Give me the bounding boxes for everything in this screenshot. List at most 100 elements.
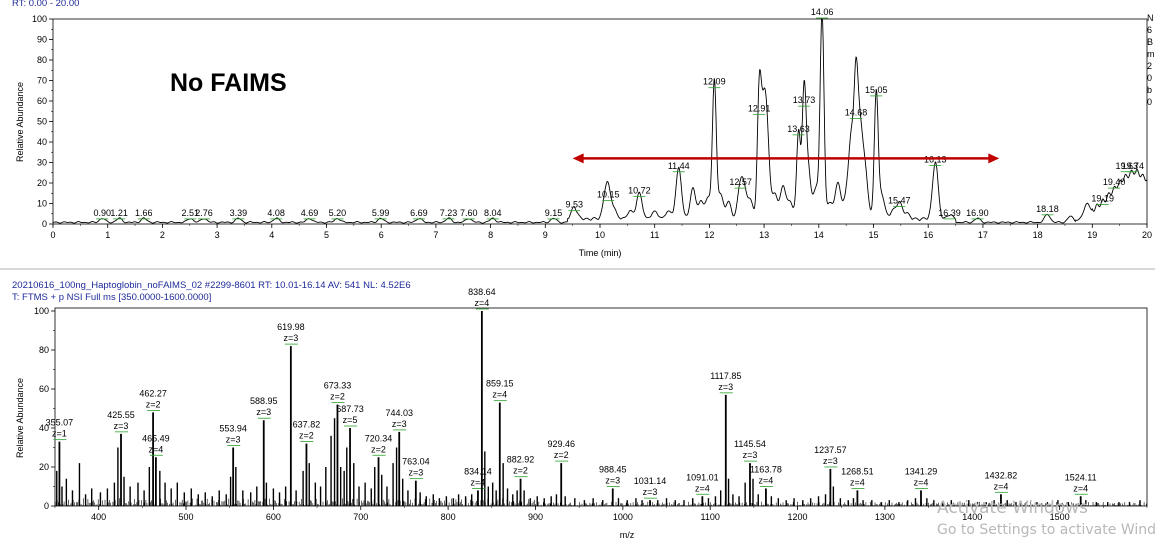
spectrum-peak-charge-label: z=3 xyxy=(114,421,129,431)
chromatogram-x-tick-label: 11 xyxy=(650,230,659,240)
activate-windows-watermark: Activate Windows xyxy=(937,498,1088,518)
spectrum-x-tick-label: 600 xyxy=(266,512,281,522)
chromatogram-x-tick-label: 0 xyxy=(50,230,55,240)
spectrum-peak-charge-label: z=2 xyxy=(299,431,314,441)
spectrum-y-tick-label: 100 xyxy=(34,306,49,316)
spectrum-y-tick-label: 60 xyxy=(39,384,49,394)
chromatogram-x-axis-label: Time (min) xyxy=(579,248,622,258)
chromatogram-peak-label: 13.73 xyxy=(793,95,816,105)
chromatogram-trace xyxy=(52,18,1148,224)
spectrum-peak-mz-label: 1117.85 xyxy=(710,371,741,381)
spectrum-peak-mz-label: 553.94 xyxy=(219,424,247,434)
chromatogram-y-tick-label: 40 xyxy=(37,137,47,147)
chromatogram-x-tick-label: 14 xyxy=(814,230,824,240)
spectrum-peak-charge-label: z=4 xyxy=(695,483,710,493)
chromatogram-peak-label: 19.19 xyxy=(1091,194,1114,204)
chromatogram-y-tick-label: 90 xyxy=(37,35,47,45)
chromatogram-peak-label: 10.72 xyxy=(628,185,651,195)
chromatogram-peak-label: 9.53 xyxy=(566,200,584,210)
chromatogram-y-tick-label: 0 xyxy=(42,219,47,229)
chromatogram-peak-label: 5.20 xyxy=(329,208,347,218)
spectrum-x-tick-label: 1100 xyxy=(701,512,720,522)
spectrum-peak-mz-label: 763.04 xyxy=(402,457,430,467)
chromatogram-peak-label: 4.69 xyxy=(301,208,319,218)
chromatogram-peak-label: 13.63 xyxy=(787,124,810,134)
chromatogram-peak-label: 1.66 xyxy=(135,208,153,218)
spectrum-header-scan: 20210616_100ng_Haptoglobin_noFAIMS_02 #2… xyxy=(12,280,411,291)
spectrum-peak-charge-label: z=1 xyxy=(52,429,67,439)
chromatogram-peak-label: 19.74 xyxy=(1122,161,1145,171)
spectrum-y-tick-label: 80 xyxy=(39,345,49,355)
spectrum-peak-mz-label: 720.34 xyxy=(365,433,393,443)
chromatogram-x-tick-label: 15 xyxy=(868,230,878,240)
spectrum-peak-charge-label: z=2 xyxy=(146,399,161,409)
chromatogram-peak-label: 7.23 xyxy=(440,208,458,218)
activate-windows-subtitle: Go to Settings to activate Windows. xyxy=(937,522,1155,538)
spectrum-peak-charge-label: z=3 xyxy=(643,487,658,497)
chromatogram-peak-label: 7.60 xyxy=(460,208,478,218)
chromatogram-x-tick-label: 8 xyxy=(488,230,493,240)
chromatogram-panel: RT: 0.00 - 20.00 Relative Abundance Time… xyxy=(0,0,1155,268)
chromatogram-y-tick-label: 20 xyxy=(37,178,47,188)
chromatogram-peak-label: 8.04 xyxy=(484,208,502,218)
spectrum-x-tick-label: 900 xyxy=(528,512,543,522)
chromatogram-x-tick-label: 6 xyxy=(379,230,384,240)
spectrum-peak-mz-label: 838.64 xyxy=(468,287,496,297)
spectrum-peak-charge-label: z=4 xyxy=(994,481,1009,491)
spectrum-x-tick-label: 1500 xyxy=(1050,512,1070,522)
spectrum-x-axis-label: m/z xyxy=(620,530,635,540)
panel-divider xyxy=(0,268,1155,270)
spectrum-peak-mz-label: 1341.29 xyxy=(905,466,938,476)
chromatogram-x-tick-label: 19 xyxy=(1087,230,1097,240)
no-faims-annotation: No FAIMS xyxy=(170,69,287,97)
spectrum-peak-mz-label: 859.15 xyxy=(486,379,514,389)
chromatogram-peak-label: 2.76 xyxy=(195,208,213,218)
chromatogram-peak-label: 10.15 xyxy=(597,189,620,199)
spectrum-peak-charge-label: z=3 xyxy=(256,407,271,417)
spectrum-peak-mz-label: 1268.51 xyxy=(841,466,874,476)
spectrum-peak-charge-label: z=4 xyxy=(149,444,164,454)
chromatogram-peak-label: 4.08 xyxy=(267,208,285,218)
spectrum-peak-charge-label: z=4 xyxy=(471,477,486,487)
spectrum-peak-charge-label: z=3 xyxy=(283,333,298,343)
chromatogram-y-tick-label: 60 xyxy=(37,96,47,106)
spectrum-peak-charge-label: z=3 xyxy=(823,456,838,466)
spectrum-y-tick-label: 20 xyxy=(39,462,49,472)
chromatogram-y-tick-label: 50 xyxy=(37,117,47,127)
spectrum-peak-charge-label: z=2 xyxy=(513,466,528,476)
chromatogram-peak-label: 14.06 xyxy=(811,7,834,17)
spectrum-peak-charge-label: z=4 xyxy=(759,475,774,485)
spectrum-x-tick-label: 1300 xyxy=(875,512,895,522)
spectrum-peak-charge-label: z=4 xyxy=(474,298,489,308)
spectrum-peak-mz-label: 929.46 xyxy=(547,439,575,449)
spectrum-peak-charge-label: z=2 xyxy=(554,450,569,460)
chromatogram-x-tick-label: 5 xyxy=(324,230,329,240)
spectrum-peak-charge-label: z=3 xyxy=(743,450,758,460)
spectrum-peak-mz-label: 619.98 xyxy=(277,322,305,332)
spectrum-y-tick-label: 40 xyxy=(39,423,49,433)
chromatogram-x-tick-label: 10 xyxy=(595,230,605,240)
chromatogram-x-tick-label: 1 xyxy=(105,230,110,240)
chromatogram-x-tick-label: 12 xyxy=(704,230,714,240)
chromatogram-x-tick-label: 3 xyxy=(215,230,220,240)
spectrum-peak-charge-label: z=3 xyxy=(605,475,620,485)
spectrum-chart: Relative Abundance m/z 0 20 40 60 80 100 400 50… xyxy=(15,287,1148,540)
chromatogram-peak-label: 19.40 xyxy=(1103,177,1126,187)
spectrum-panel: 20210616_100ng_Haptoglobin_noFAIMS_02 #2… xyxy=(0,270,1155,549)
chromatogram-y-tick-label: 10 xyxy=(37,199,47,209)
spectrum-peak-charge-label: z=2 xyxy=(330,392,345,402)
rt-window-arrow-right-head xyxy=(988,153,1000,164)
spectrum-peak-mz-label: 465.49 xyxy=(142,433,170,443)
spectrum-header-filter: T: FTMS + p NSI Full ms [350.0000-1600.0… xyxy=(12,292,212,303)
spectrum-peak-charge-label: z=3 xyxy=(408,468,423,478)
spectrum-peak-mz-label: 988.45 xyxy=(599,464,627,474)
chromatogram-peak-label: 15.47 xyxy=(888,196,911,206)
spectrum-peak-mz-label: 355.07 xyxy=(46,418,74,428)
spectrum-peak-charge-label: z=4 xyxy=(492,390,507,400)
chromatogram-peak-label: 6.69 xyxy=(410,208,428,218)
spectrum-peak-mz-label: 744.03 xyxy=(385,408,413,418)
spectrum-x-tick-label: 700 xyxy=(353,512,368,522)
chromatogram-peak-label: 19.63 xyxy=(1115,161,1138,171)
spectrum-peak-charge-label: z=4 xyxy=(850,477,865,487)
chromatogram-x-tick-label: 17 xyxy=(978,230,988,240)
